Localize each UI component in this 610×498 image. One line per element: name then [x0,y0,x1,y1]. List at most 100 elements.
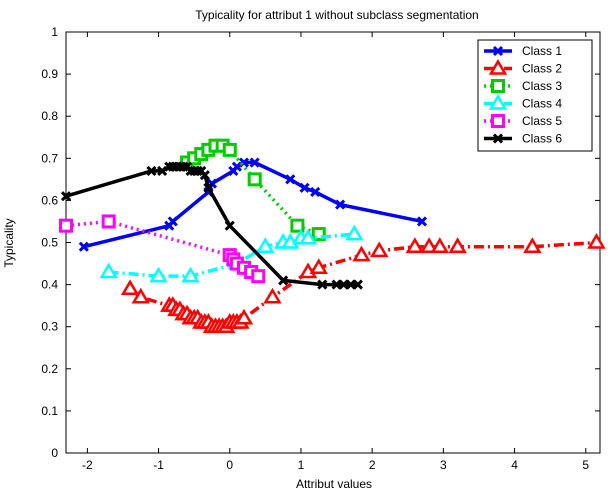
data-point [256,237,275,253]
legend-marker [492,133,504,144]
legend-marker [492,45,504,57]
legend-entry: Class 5 [484,114,562,128]
x-tick-label: -2 [82,458,93,472]
legend-label: Class 5 [522,114,562,128]
x-tick-label: 5 [582,458,589,472]
marker-stroke [167,216,178,227]
marker-stroke [335,199,346,210]
marker-stroke [317,279,328,290]
legend-marker [488,94,508,110]
data-point [345,224,364,241]
marker-stroke [492,45,504,57]
data-point [131,287,150,304]
y-tick-label: 0.1 [41,404,58,418]
y-tick-label: 0.5 [41,236,58,250]
y-tick-label: 0.6 [41,193,58,207]
chart-title: Typicality for attribut 1 without subcla… [195,8,478,22]
legend-entry: Class 1 [484,44,562,58]
data-point [352,245,371,262]
x-tick-label: 2 [369,458,376,472]
x-tick-label: 4 [511,458,518,472]
legend-label: Class 4 [522,97,562,111]
data-point [157,165,168,176]
marker-stroke [352,279,363,290]
data-point [251,269,266,284]
data-point [78,241,89,252]
legend: Class 1 Class 2 Class 3 Class 4 Class 5 Class… [477,39,593,152]
data-point [299,182,310,193]
x-tick-label: 0 [226,458,233,472]
y-tick-label: 0 [51,446,58,460]
data-point [587,233,606,249]
data-point [311,227,326,242]
legend-box [477,39,593,152]
data-point [335,199,346,210]
data-point [101,214,116,229]
data-point [167,216,178,227]
series-3 [180,138,326,242]
x-tick-label: 1 [298,458,305,472]
legend-label: Class 1 [522,44,562,58]
data-point [405,237,425,253]
marker-stroke [249,157,260,168]
series-2 [120,233,606,333]
legend-entry: Class 6 [484,132,562,146]
data-point [352,279,363,290]
legend-marker [491,79,505,93]
data-point [231,161,242,172]
marker-stroke [78,241,89,252]
marker-stroke [416,216,428,227]
data-point [263,287,282,304]
data-point [298,228,318,245]
legend-label: Class 6 [522,132,562,146]
data-point [317,279,328,290]
y-tick-label: 0.8 [41,109,58,123]
y-tick-label: 0.7 [41,151,58,165]
data-point [290,218,305,233]
data-point [146,165,157,176]
data-point [370,241,389,258]
y-axis-label: Typicality [2,218,16,267]
x-tick-label: 3 [440,458,447,472]
marker-stroke [146,165,157,176]
data-point [523,237,542,253]
marker-stroke [310,186,321,198]
data-point [419,237,439,253]
marker-stroke [278,275,289,286]
data-point [416,216,428,227]
marker-stroke [203,182,214,193]
data-point [285,174,296,185]
y-tick-label: 0.2 [41,362,58,376]
x-axis-label: Attribut values [296,477,372,491]
legend-marker [488,59,508,75]
data-point [60,191,72,202]
data-point [59,218,73,233]
legend-entry: Class 4 [484,94,562,111]
marker-stroke [60,191,72,202]
marker-stroke [231,161,242,172]
data-point [199,170,210,181]
y-tick-label: 0.3 [41,320,58,334]
data-point [99,262,118,279]
y-tick-label: 1 [51,25,58,39]
data-point [309,258,328,275]
series-5 [59,214,266,284]
marker-stroke [157,165,168,176]
data-point [430,237,449,253]
data-point [149,266,168,283]
data-point [448,237,467,253]
data-point [120,279,140,296]
legend-label: Class 2 [522,62,562,76]
plot-area: -2 -1 0 1 2 3 4 5 0 0.1 0.2 0.3 0.4 0.5 0.6 0.7 0.8 0.9 1 C… [41,25,606,472]
marker-stroke [492,133,504,144]
y-tick-label: 0.4 [41,278,58,292]
data-point [310,186,321,198]
data-point [234,308,254,325]
data-point [224,220,235,231]
data-point [203,182,214,193]
data-point [222,142,237,157]
marker-stroke [224,220,235,231]
marker-stroke [199,170,210,181]
